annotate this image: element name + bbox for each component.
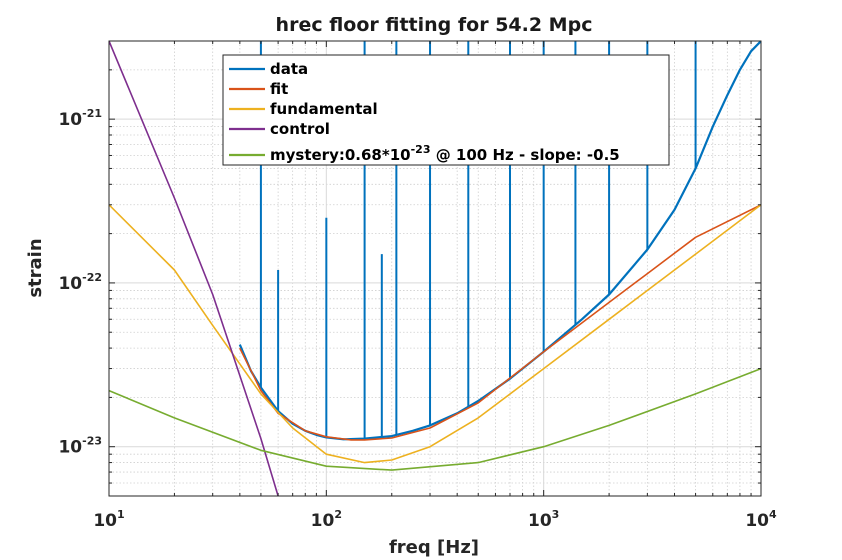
y-tick-label-exponent: -22 [82, 271, 102, 284]
x-tick-label-base: 10 [745, 511, 769, 531]
legend-label: mystery:0.68*10-23 @ 100 Hz - slope: -0.… [270, 143, 620, 164]
x-tick-label: 104 [745, 508, 777, 531]
y-tick-label: 10-23 [58, 435, 102, 458]
legend: data fit fundamental control mystery:0.68*10… [222, 54, 670, 166]
y-axis-label: strain [25, 238, 46, 297]
x-tick-label-base: 10 [311, 511, 335, 531]
y-tick-label-base: 10 [58, 438, 82, 458]
chart-title: hrec floor fitting for 54.2 Mpc [276, 14, 593, 36]
x-tick-label: 102 [311, 508, 342, 531]
x-tick-label-exponent: 3 [552, 508, 560, 521]
x-tick-label: 103 [528, 508, 559, 531]
y-tick-label-exponent: -23 [82, 435, 102, 448]
legend-label-prefix: mystery:0.68*10 [270, 146, 411, 164]
legend-label-suffix: @ 100 Hz - slope: -0.5 [430, 146, 619, 164]
x-tick-label-exponent: 1 [117, 508, 125, 521]
series-fundamental-line [109, 204, 761, 464]
y-tick-label-base: 10 [58, 274, 82, 294]
y-tick-label: 10-22 [58, 271, 102, 294]
x-tick-label-exponent: 4 [769, 508, 777, 521]
series-control-line [109, 41, 279, 496]
plot-frame [108, 40, 762, 497]
legend-label: fit [270, 80, 288, 98]
legend-label: control [270, 120, 330, 138]
legend-label: data [270, 60, 308, 78]
legend-box [222, 54, 670, 166]
y-tick-label-exponent: -21 [82, 107, 102, 120]
x-axis-label: freq [Hz] [389, 537, 479, 558]
x-tick-label-base: 10 [528, 511, 552, 531]
series-fit-line [239, 204, 761, 441]
legend-label-exponent: -23 [411, 143, 431, 156]
x-tick-label: 101 [93, 508, 124, 531]
tick-marks [108, 40, 762, 497]
y-tick-label: 10-21 [58, 107, 102, 130]
x-tick-labels: 101 102 103 104 [93, 508, 777, 531]
legend-label: fundamental [270, 100, 378, 118]
x-tick-label-exponent: 2 [334, 508, 342, 521]
x-tick-label-base: 10 [93, 511, 117, 531]
series-mystery-line [109, 367, 761, 471]
y-tick-label-base: 10 [58, 110, 82, 130]
